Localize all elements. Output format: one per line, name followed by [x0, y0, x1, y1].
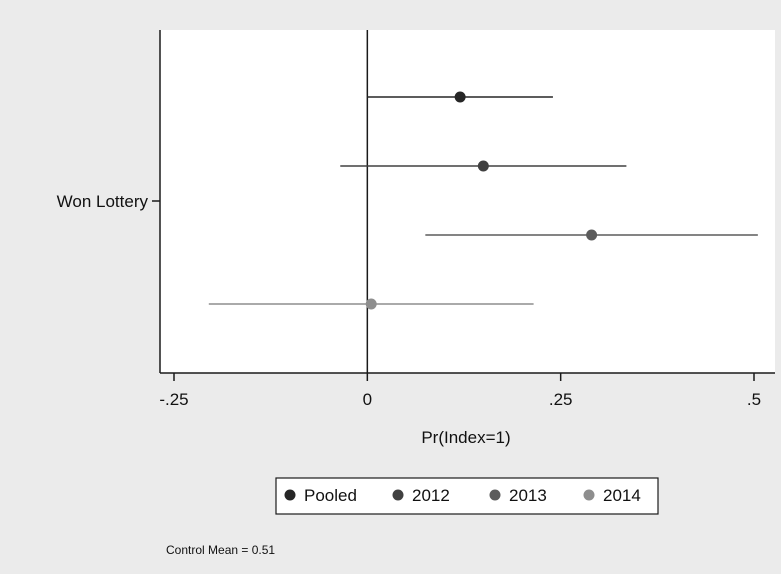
- point-estimate-2014: [365, 298, 377, 310]
- control-mean-note: Control Mean = 0.51: [166, 543, 275, 557]
- legend-label-2013: 2013: [509, 486, 547, 505]
- x-tick-label: .5: [747, 390, 761, 409]
- legend-label-2014: 2014: [603, 486, 641, 505]
- legend-marker-2014: [583, 489, 595, 501]
- x-axis-title: Pr(Index=1): [421, 428, 510, 447]
- legend-marker-pooled: [284, 489, 296, 501]
- x-axis-ticks: -.25 0 .25 .5: [159, 373, 761, 409]
- y-axis-category-label: Won Lottery: [57, 192, 149, 211]
- legend-label-2012: 2012: [412, 486, 450, 505]
- x-tick-label: -.25: [159, 390, 188, 409]
- legend: Pooled 2012 2013 2014: [284, 486, 641, 505]
- series-marks: [208, 91, 758, 310]
- legend-label-pooled: Pooled: [304, 486, 357, 505]
- point-estimate-2012: [477, 160, 489, 172]
- legend-marker-2013: [489, 489, 501, 501]
- x-tick-label: .25: [549, 390, 573, 409]
- point-estimate-2013: [586, 229, 598, 241]
- plot-area: [160, 30, 775, 373]
- point-estimate-pooled: [454, 91, 466, 103]
- legend-marker-2012: [392, 489, 404, 501]
- x-tick-label: 0: [363, 390, 372, 409]
